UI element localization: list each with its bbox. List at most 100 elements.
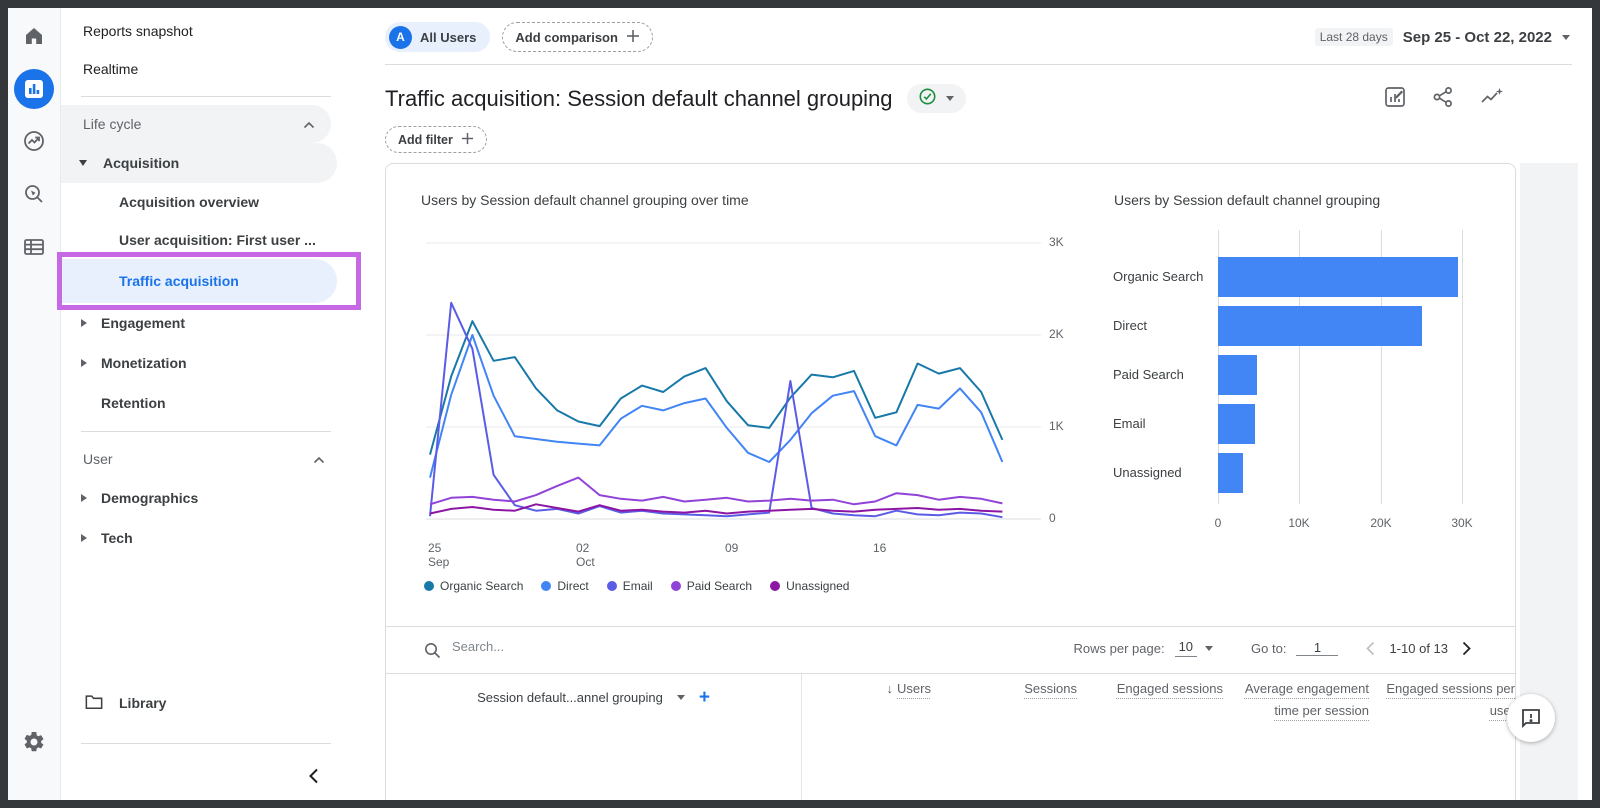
go-to-page-input[interactable]	[1296, 640, 1339, 656]
plus-icon	[461, 132, 474, 148]
bar-category-label: Paid Search	[1113, 367, 1184, 382]
sidebar-item-reports-snapshot[interactable]: Reports snapshot	[61, 12, 381, 50]
feedback-button[interactable]	[1507, 694, 1555, 742]
metric-column-headers: ↓ Users Sessions Engaged sessions Average…	[801, 678, 1515, 722]
column-header-avg-engagement-time[interactable]: Average engagement time per session	[1239, 678, 1385, 722]
legend-dot	[670, 581, 681, 591]
chevron-up-icon	[303, 116, 315, 132]
x-axis-tick: 16	[873, 541, 887, 555]
sidebar-item-retention[interactable]: Retention	[61, 383, 381, 423]
add-dimension-icon[interactable]: +	[698, 687, 710, 708]
bar-row: Paid Search	[1113, 350, 1503, 399]
settings-gear-icon[interactable]	[22, 730, 46, 759]
pagination-range: 1-10 of 13	[1389, 640, 1448, 656]
chevron-down-icon	[945, 96, 954, 101]
sidebar-group-tech[interactable]: Tech	[61, 518, 381, 558]
bar-zone	[1218, 403, 1503, 444]
sidebar-group-label: Engagement	[101, 315, 186, 331]
sidebar-group-engagement[interactable]: Engagement	[61, 303, 381, 343]
legend-label: Organic Search	[440, 579, 524, 593]
rows-per-page-label: Rows per page:	[1073, 640, 1165, 656]
column-header-engaged-sessions-per-user[interactable]: Engaged sessions per user	[1385, 678, 1515, 722]
legend-item-email[interactable]: Email	[606, 579, 653, 593]
explore-icon[interactable]	[22, 182, 46, 211]
bar-category-label: Unassigned	[1113, 465, 1182, 480]
customize-report-icon[interactable]	[1384, 86, 1406, 113]
advertising-icon[interactable]	[22, 129, 46, 158]
column-header-users[interactable]: ↓ Users	[801, 678, 947, 722]
sidebar-item-user-acquisition[interactable]: User acquisition: First user ...	[61, 221, 381, 259]
legend-item-organic-search[interactable]: Organic Search	[424, 579, 523, 593]
legend-item-paid-search[interactable]: Paid Search	[670, 579, 753, 593]
plus-icon	[626, 29, 640, 46]
section-header-user[interactable]: User	[61, 440, 381, 478]
sidebar-item-label: Reports snapshot	[83, 23, 193, 39]
comparison-chips: A All Users Add comparison	[385, 22, 653, 52]
x-axis-tick: 10K	[1288, 516, 1310, 530]
report-nav-drawer: Reports snapshot Realtime Life cycle Acq…	[57, 8, 381, 800]
configure-icon[interactable]	[22, 235, 46, 264]
legend-item-direct[interactable]: Direct	[541, 579, 589, 593]
x-axis-tick: 25 Sep	[428, 541, 450, 569]
share-icon[interactable]	[1432, 86, 1454, 113]
section-header-life-cycle[interactable]: Life cycle	[61, 105, 331, 143]
reports-icon[interactable]	[14, 69, 54, 109]
sidebar-group-monetization[interactable]: Monetization	[61, 343, 381, 383]
sidebar-item-traffic-acquisition[interactable]: Traffic acquisition	[57, 252, 361, 310]
bar-organic-search	[1218, 256, 1458, 297]
report-main: A All Users Add comparison Last 28 days …	[381, 8, 1592, 800]
bar-row: Organic Search	[1113, 252, 1503, 301]
divider	[81, 743, 331, 744]
all-users-chip[interactable]: A All Users	[385, 22, 491, 52]
y-axis-tick: 0	[1049, 511, 1056, 525]
sidebar-item-realtime[interactable]: Realtime	[61, 50, 381, 88]
sidebar-item-label: Realtime	[83, 61, 139, 77]
triangle-right-icon	[81, 494, 87, 502]
chart-legend: Organic Search Direct Email Paid Search Unas…	[424, 579, 849, 593]
column-header-sessions[interactable]: Sessions	[947, 678, 1093, 722]
legend-label: Unassigned	[786, 579, 850, 593]
home-icon[interactable]	[22, 24, 46, 53]
spacer	[61, 558, 381, 681]
add-filter-label: Add filter	[398, 132, 453, 147]
triangle-right-icon	[81, 319, 87, 327]
dimension-column-header[interactable]: Session default...annel grouping +	[386, 688, 801, 707]
bar-direct	[1218, 305, 1422, 346]
sidebar-group-acquisition[interactable]: Acquisition	[61, 143, 337, 183]
chevron-down-icon[interactable]	[1205, 645, 1214, 651]
insights-icon[interactable]	[1480, 86, 1504, 113]
next-page-icon[interactable]	[1462, 641, 1471, 656]
bar-row: Email	[1113, 399, 1503, 448]
add-comparison-button[interactable]: Add comparison	[502, 22, 653, 52]
column-header-engaged-sessions[interactable]: Engaged sessions	[1093, 678, 1239, 722]
line-paid-search	[429, 476, 1003, 506]
divider	[385, 64, 1572, 65]
rows-per-page-select[interactable]: 10	[1174, 639, 1198, 657]
x-axis-tick: 09	[725, 541, 739, 555]
previous-page-icon	[1366, 641, 1375, 656]
all-users-label: All Users	[420, 29, 477, 45]
divider	[386, 673, 1515, 674]
bar-category-label: Email	[1113, 416, 1146, 431]
report-status-dropdown[interactable]	[906, 84, 966, 113]
comparison-avatar: A	[389, 25, 412, 49]
search-icon	[424, 642, 441, 664]
sidebar-group-demographics[interactable]: Demographics	[61, 478, 381, 518]
collapse-drawer-button[interactable]	[61, 752, 381, 800]
search-input[interactable]	[452, 639, 752, 654]
add-filter-button[interactable]: Add filter	[385, 126, 487, 153]
sidebar-item-library[interactable]: Library	[61, 681, 381, 725]
date-range-picker[interactable]: Last 28 days Sep 25 - Oct 22, 2022	[1314, 28, 1570, 46]
line-chart-title: Users by Session default channel groupin…	[421, 192, 749, 208]
legend-item-unassigned[interactable]: Unassigned	[770, 579, 849, 593]
chevron-down-icon	[1562, 34, 1570, 40]
line-direct	[429, 334, 1004, 478]
legend-label: Paid Search	[686, 579, 753, 593]
legend-dot	[770, 581, 781, 591]
sidebar-group-label: Acquisition	[103, 155, 180, 171]
sidebar-item-acquisition-overview[interactable]: Acquisition overview	[61, 183, 381, 221]
triangle-right-icon	[81, 534, 87, 542]
legend-dot	[606, 581, 617, 591]
bar-category-label: Direct	[1113, 318, 1147, 333]
sidebar-item-label: Retention	[101, 395, 166, 411]
